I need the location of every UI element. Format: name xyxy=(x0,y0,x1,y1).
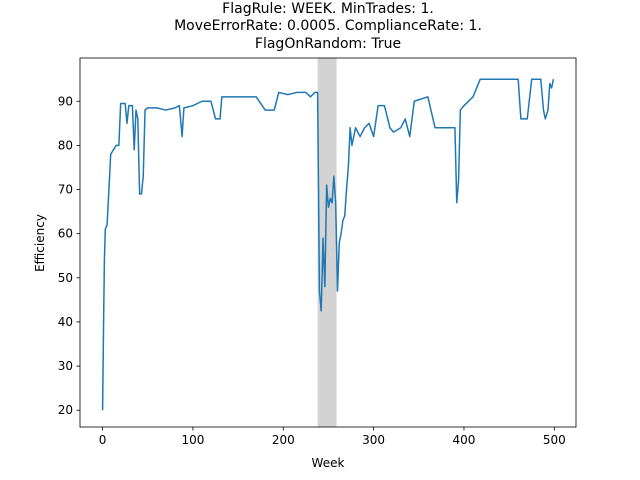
plot-frame xyxy=(79,57,577,428)
chart-title: FlagOnRandom: True xyxy=(255,36,401,52)
y-tick-label: 90 xyxy=(58,94,73,108)
y-axis-label: Efficiency xyxy=(33,214,47,272)
x-tick-label: 400 xyxy=(453,433,476,447)
y-tick-label: 60 xyxy=(58,227,73,241)
y-tick-label: 80 xyxy=(58,138,73,152)
x-axis-label: Week xyxy=(312,456,345,470)
chart-title: MoveErrorRate: 0.0005. ComplianceRate: 1… xyxy=(174,18,482,34)
x-tick-label: 200 xyxy=(272,433,295,447)
x-tick-label: 100 xyxy=(181,433,204,447)
shaded-span xyxy=(317,58,337,427)
y-tick-label: 20 xyxy=(58,403,73,417)
y-tick-label: 50 xyxy=(58,271,73,285)
y-tick-label: 30 xyxy=(58,359,73,373)
x-tick-label: 500 xyxy=(543,433,566,447)
x-tick-label: 0 xyxy=(99,433,107,447)
data-line xyxy=(101,78,555,411)
chart-title: FlagRule: WEEK. MinTrades: 1. xyxy=(222,1,434,17)
y-tick-label: 70 xyxy=(58,183,73,197)
y-tick-label: 40 xyxy=(58,315,73,329)
x-tick-label: 300 xyxy=(362,433,385,447)
